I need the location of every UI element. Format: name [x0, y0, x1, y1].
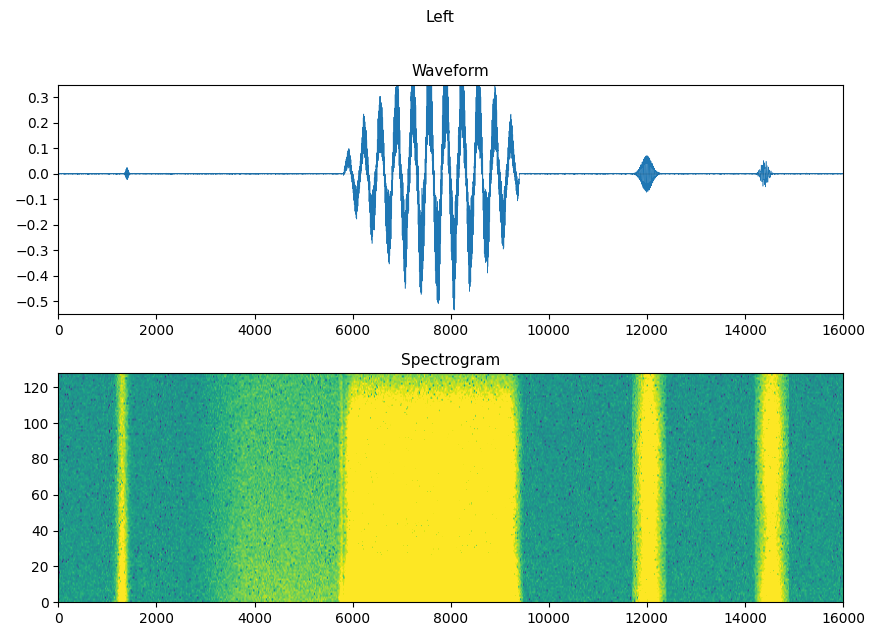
- Text: Left: Left: [426, 10, 454, 24]
- Title: Spectrogram: Spectrogram: [401, 353, 501, 368]
- Title: Waveform: Waveform: [412, 64, 489, 79]
